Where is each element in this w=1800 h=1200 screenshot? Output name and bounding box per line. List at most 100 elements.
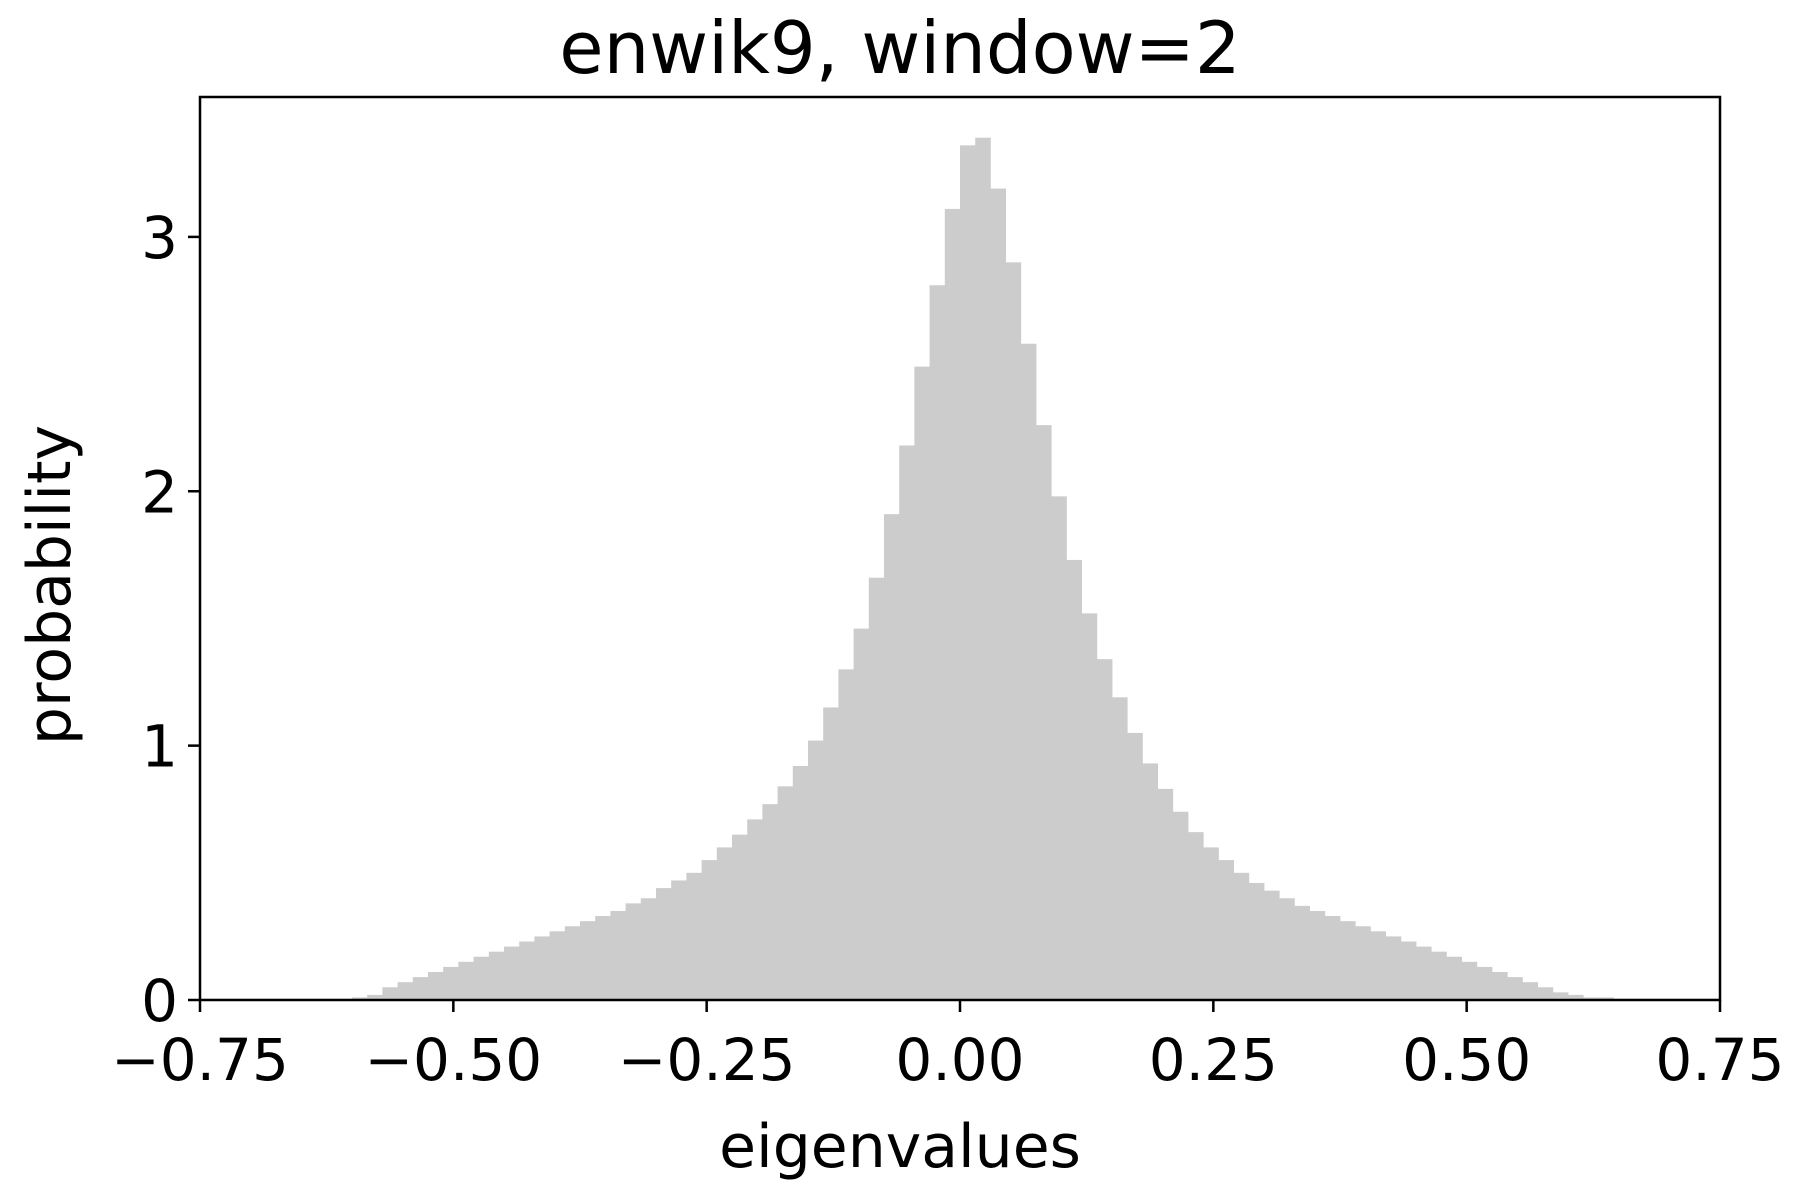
- y-tick-label: 0: [141, 967, 178, 1035]
- y-axis-label: probability: [15, 424, 85, 746]
- x-axis-label: eigenvalues: [719, 1112, 1081, 1182]
- histogram-bar: [1248, 882, 1265, 1000]
- y-tick-label: 3: [141, 204, 178, 272]
- histogram-bar: [1203, 847, 1219, 1000]
- histogram-bar: [1188, 832, 1204, 1000]
- chart-title: enwik9, window=2: [559, 6, 1241, 90]
- histogram-bar: [1583, 997, 1599, 1000]
- histogram-bar: [412, 977, 429, 1000]
- histogram-bar: [504, 946, 520, 1000]
- histogram-bar: [1096, 659, 1113, 1000]
- histogram-bar: [428, 972, 444, 1000]
- histogram-bar: [1416, 946, 1432, 1000]
- x-tick-label: 0.00: [895, 1026, 1024, 1094]
- histogram-bar: [868, 577, 885, 1000]
- histogram-bar: [1157, 788, 1174, 1000]
- histogram-bar: [747, 819, 763, 1000]
- histogram-bar: [1552, 992, 1569, 1000]
- histogram-bar: [1568, 994, 1584, 1000]
- histogram-bar: [1522, 982, 1538, 1000]
- histogram-bar: [1264, 890, 1280, 1000]
- histogram-bar: [1112, 697, 1128, 1000]
- x-tick-label: 0.75: [1655, 1026, 1784, 1094]
- histogram-bar: [701, 860, 718, 1000]
- histogram-bar: [808, 740, 824, 1000]
- histogram-bar: [686, 872, 702, 1000]
- histogram-bar: [1355, 926, 1371, 1000]
- histogram-bar: [1005, 262, 1022, 1001]
- histogram-bar: [519, 941, 535, 1000]
- x-tick-label: −0.25: [618, 1026, 796, 1094]
- histogram-bar: [1461, 961, 1478, 1000]
- histogram-bar: [1127, 732, 1143, 1000]
- histogram-bar: [914, 366, 930, 1000]
- histogram-bar: [1537, 987, 1554, 1000]
- histogram-bar: [960, 145, 976, 1000]
- histogram-bar: [1036, 425, 1052, 1000]
- histogram-bar: [1066, 559, 1082, 1000]
- histogram-bar: [1218, 860, 1234, 1000]
- histogram-bar: [625, 903, 642, 1000]
- histogram-bar: [762, 804, 778, 1000]
- histogram-bar: [990, 188, 1006, 1000]
- histogram-bar: [1446, 956, 1462, 1000]
- histogram-bar: [534, 936, 550, 1000]
- histogram-bar: [671, 880, 687, 1000]
- histogram-bar: [732, 834, 748, 1000]
- histogram-bar: [640, 898, 657, 1000]
- x-tick-label: 0.50: [1402, 1026, 1531, 1094]
- histogram-bar: [1294, 905, 1310, 1000]
- histogram-bar: [595, 916, 611, 1000]
- x-tick-label: −0.75: [111, 1026, 289, 1094]
- histogram-bar: [443, 966, 459, 1000]
- x-tick-label: −0.50: [364, 1026, 542, 1094]
- y-tick-label: 1: [141, 713, 178, 781]
- histogram-bar: [1476, 966, 1493, 1000]
- histogram-bar: [1172, 811, 1189, 1000]
- histogram-bar: [1051, 496, 1067, 1000]
- histogram-bar: [777, 786, 794, 1000]
- histogram-bar: [884, 514, 900, 1000]
- histogram-bar: [944, 208, 961, 1000]
- histogram-bar: [564, 926, 581, 1000]
- histogram-bar: [1324, 916, 1341, 1000]
- histogram-bar: [1340, 921, 1356, 1000]
- histogram-bar: [367, 994, 383, 1000]
- histogram-bar: [823, 707, 839, 1000]
- histogram-bar: [1492, 972, 1508, 1000]
- histogram-bar: [580, 921, 596, 1000]
- histogram-bar: [1081, 613, 1098, 1000]
- axis-layer: −0.75 −0.50 −0.25 0.00 0.25 0.50 0.75 0 1 2 3: [111, 95, 1785, 1094]
- histogram-bar: [549, 931, 566, 1000]
- histogram-bar: [1279, 898, 1295, 1000]
- histogram-bar: [1142, 763, 1158, 1000]
- histogram-bar: [382, 987, 398, 1000]
- histogram-bar: [1431, 951, 1447, 1000]
- histogram-bar: [1020, 343, 1037, 1000]
- histogram-bar: [458, 961, 474, 1000]
- histogram-bar: [610, 910, 626, 1000]
- x-tick-label: 0.25: [1149, 1026, 1278, 1094]
- histogram-bar: [1598, 997, 1614, 1000]
- histogram-bar: [853, 628, 870, 1000]
- bars-layer: [200, 137, 1721, 1001]
- histogram-bar: [1385, 936, 1402, 1000]
- histogram-bar: [975, 137, 991, 1000]
- histogram-bar: [1309, 910, 1326, 1000]
- histogram-bar: [899, 445, 915, 1000]
- histogram-bar: [1233, 872, 1250, 1000]
- histogram-bar: [473, 956, 490, 1000]
- y-tick-label: 2: [141, 458, 178, 526]
- histogram-bar: [352, 997, 368, 1000]
- histogram-bar: [656, 888, 672, 1000]
- histogram-bar: [397, 982, 414, 1000]
- histogram-bar: [1507, 977, 1523, 1000]
- histogram-bar: [929, 285, 946, 1001]
- histogram-bar: [1370, 931, 1386, 1000]
- histogram-bar: [838, 669, 854, 1000]
- histogram-bar: [716, 847, 733, 1000]
- histogram-bar: [1400, 941, 1417, 1000]
- histogram-bar: [792, 765, 809, 1000]
